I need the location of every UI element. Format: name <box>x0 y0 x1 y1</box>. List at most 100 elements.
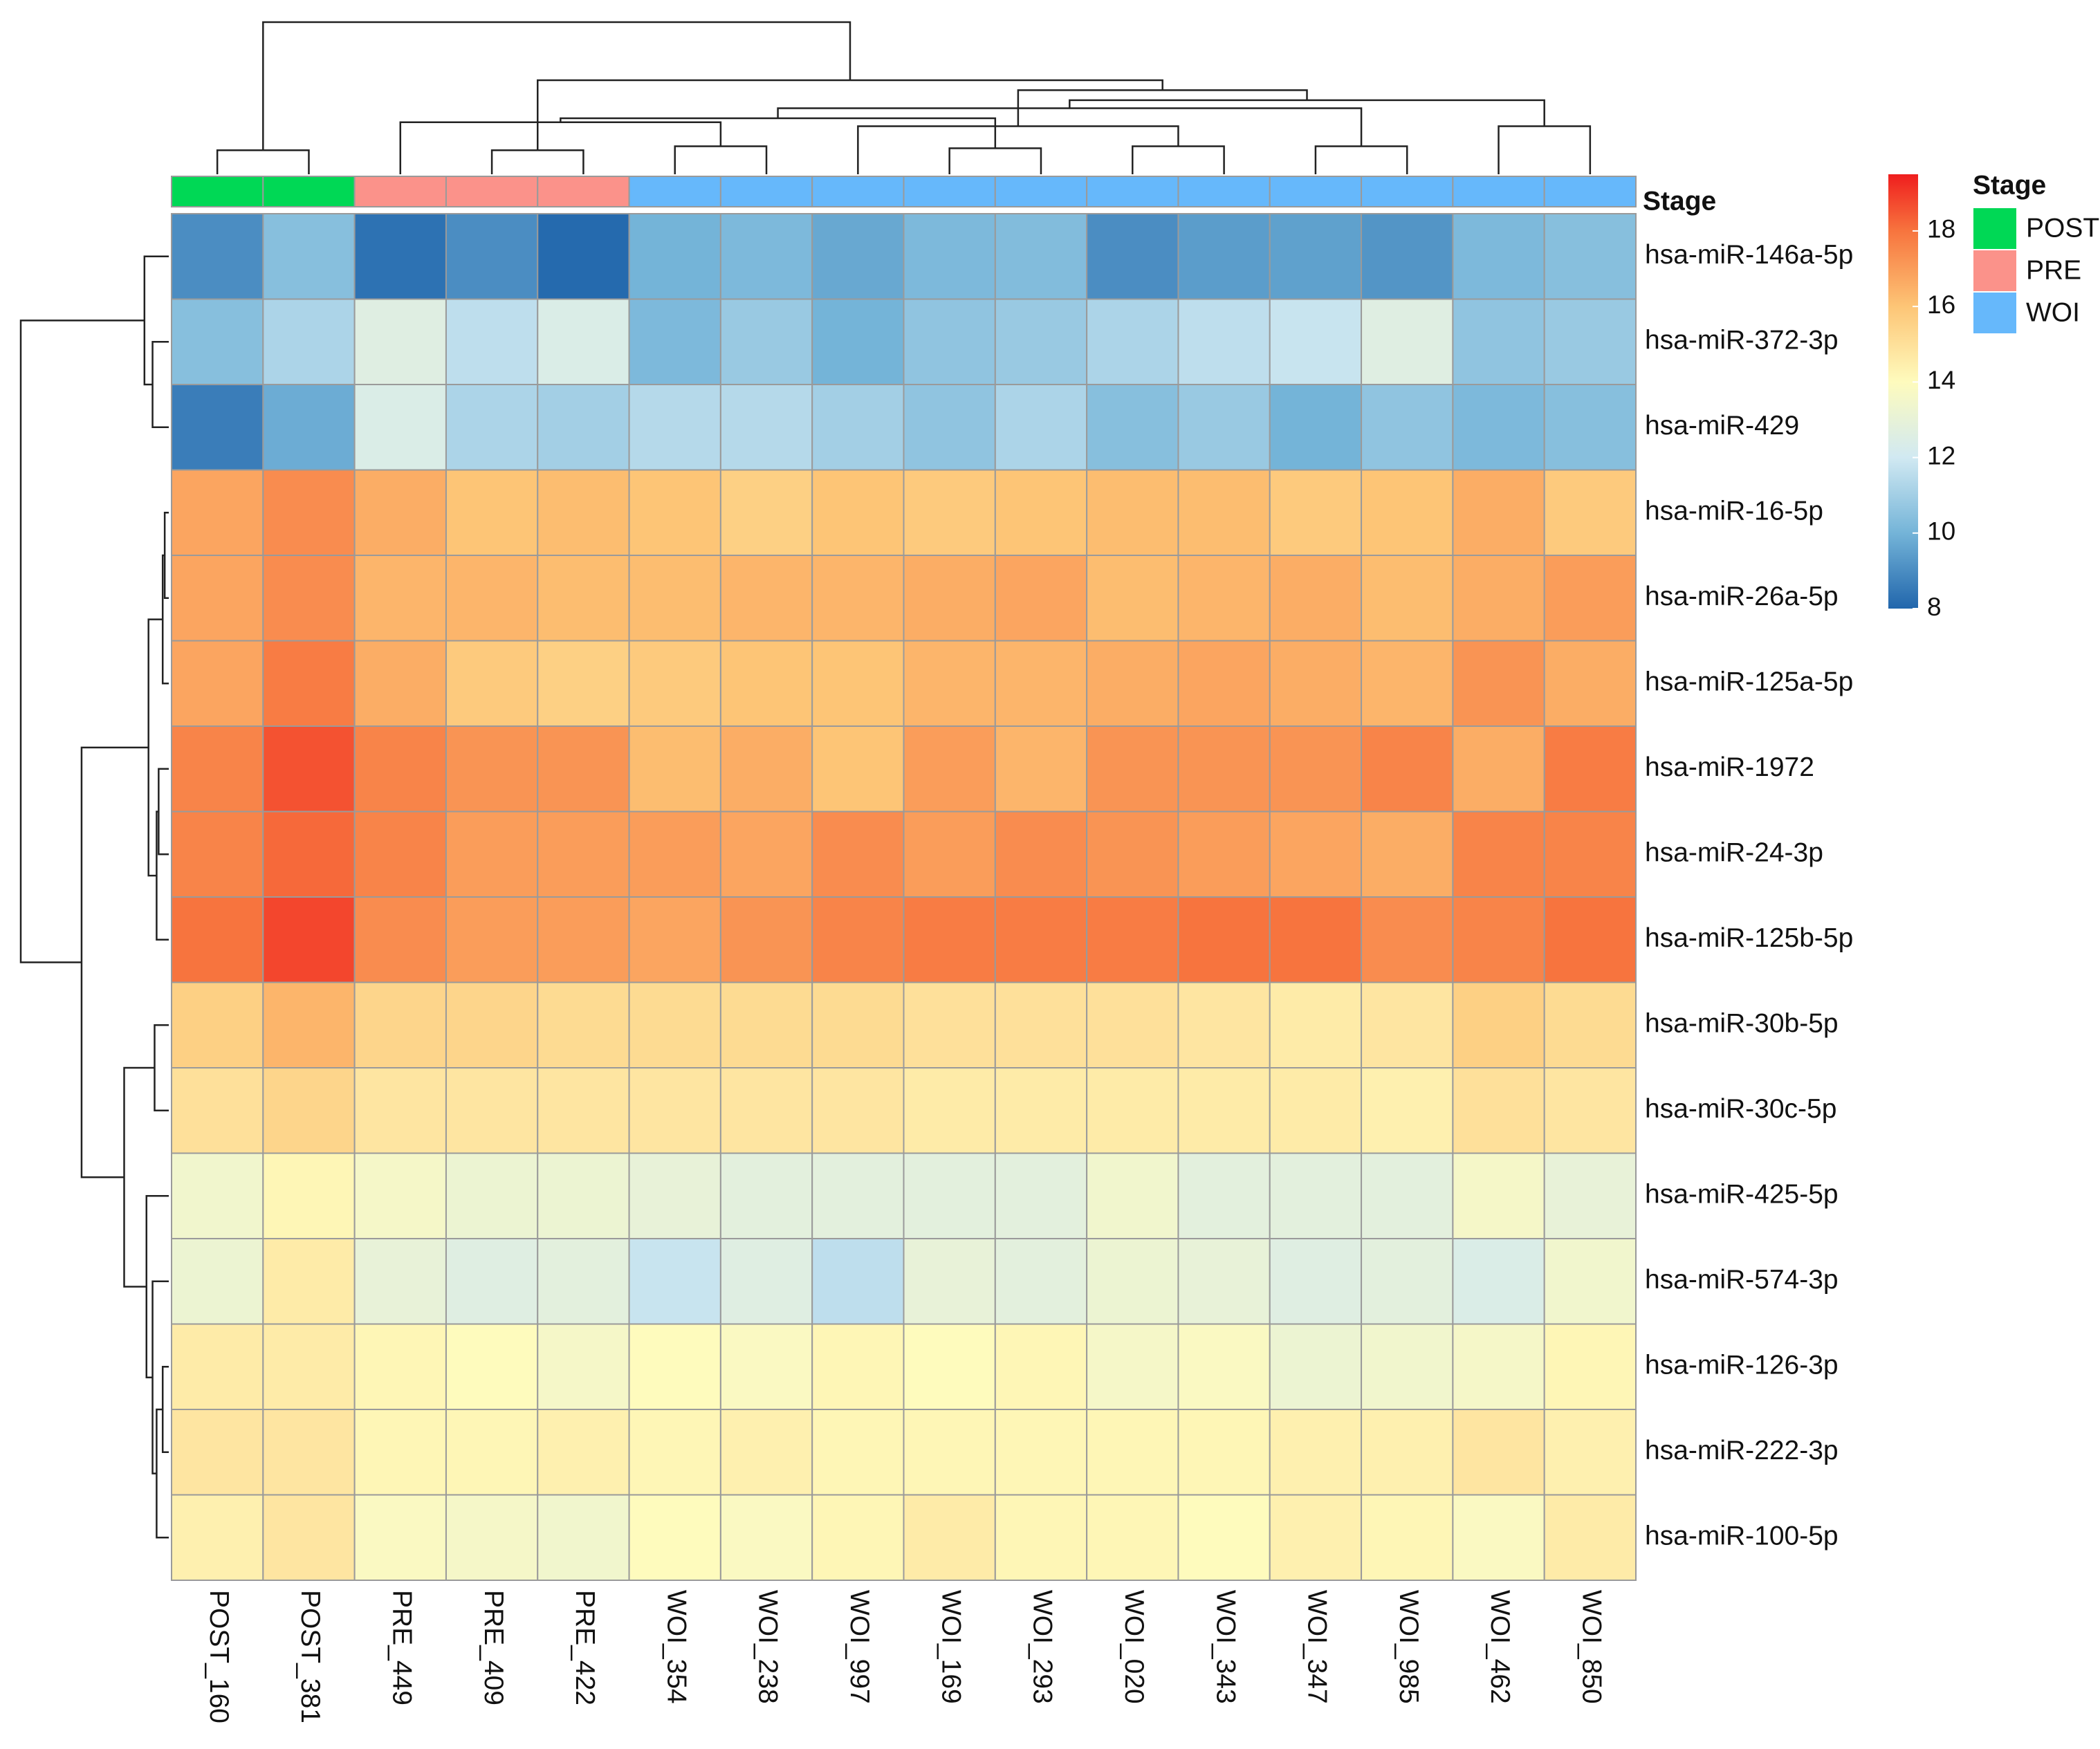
heatmap-cell <box>445 213 539 300</box>
heatmap-cell <box>1086 469 1179 556</box>
heatmap-cell <box>903 1494 996 1581</box>
heatmap-cell <box>811 1152 905 1239</box>
row-dendrogram-branch <box>154 1024 169 1111</box>
heatmap-cell <box>353 469 447 556</box>
heatmap-cell <box>1269 1238 1363 1325</box>
heatmap-cell <box>719 1409 813 1496</box>
heatmap-cell <box>903 555 996 642</box>
heatmap-cell <box>994 1323 1088 1410</box>
heatmap-cell <box>811 298 905 385</box>
color-scale-tick-label: 10 <box>1927 517 1955 546</box>
row-dendrogram-branch <box>161 1366 169 1453</box>
row-dendrogram-branch <box>156 1408 169 1539</box>
row-dendrogram-branch <box>80 746 149 1178</box>
heatmap-cell <box>1543 811 1637 898</box>
heatmap-cell <box>1086 384 1179 471</box>
heatmap-cell <box>1177 725 1271 813</box>
heatmap-cell <box>1361 469 1454 556</box>
heatmap-cell <box>628 469 721 556</box>
heatmap-cell <box>171 1494 264 1581</box>
heatmap-cell <box>1269 1409 1363 1496</box>
heatmap-cell <box>1269 811 1363 898</box>
heatmap-cell <box>262 1067 356 1154</box>
heatmap-cell <box>262 640 356 727</box>
heatmap-cell <box>1361 384 1454 471</box>
heatmap-cell <box>1177 1152 1271 1239</box>
color-scale-tick-label: 14 <box>1927 366 1955 394</box>
heatmap-cell <box>1452 1152 1545 1239</box>
stage-annotation-cell <box>628 176 721 207</box>
heatmap-cell <box>262 1409 356 1496</box>
heatmap-cell <box>719 981 813 1068</box>
row-label: hsa-miR-30c-5p <box>1645 1094 1836 1124</box>
heatmap-cell <box>537 298 630 385</box>
heatmap-cell <box>171 811 264 898</box>
heatmap-cell <box>353 213 447 300</box>
heatmap-cell <box>1543 1067 1637 1154</box>
heatmap-cell <box>994 811 1088 898</box>
heatmap-cell <box>1452 640 1545 727</box>
heatmap-cell <box>1452 1238 1545 1325</box>
stage-annotation-title: Stage <box>1643 186 1716 216</box>
heatmap-cell <box>1177 298 1271 385</box>
heatmap-cell <box>171 1238 264 1325</box>
stage-annotation-cell <box>903 176 996 207</box>
heatmap-cell <box>811 811 905 898</box>
heatmap-cells <box>171 213 1637 1581</box>
heatmap-cell <box>353 1494 447 1581</box>
heatmap-cell <box>1177 1238 1271 1325</box>
heatmap-cell <box>1452 469 1545 556</box>
heatmap-cell <box>1543 555 1637 642</box>
heatmap-cell <box>811 1409 905 1496</box>
heatmap-cell <box>994 1238 1088 1325</box>
heatmap-cell <box>1177 469 1271 556</box>
column-label: WOI_997 <box>845 1590 874 1704</box>
stage-legend-label: POST <box>2026 213 2099 243</box>
column-dendrogram-branch <box>674 145 768 174</box>
heatmap-cell <box>903 298 996 385</box>
column-dendrogram-branch <box>777 107 1363 147</box>
heatmap-cell <box>1452 384 1545 471</box>
heatmap-cell <box>994 298 1088 385</box>
heatmap-cell <box>994 640 1088 727</box>
column-label: WOI_020 <box>1119 1590 1149 1704</box>
column-dendrogram-branch <box>399 121 722 174</box>
stage-annotation-cell <box>1361 176 1454 207</box>
stage-annotation-bar <box>171 176 1637 207</box>
row-label: hsa-miR-372-3p <box>1645 326 1839 355</box>
heatmap-cell <box>628 1152 721 1239</box>
heatmap-cell <box>903 896 996 983</box>
heatmap-cell <box>719 725 813 813</box>
stage-annotation-cell <box>537 176 630 207</box>
heatmap-cell <box>171 298 264 385</box>
heatmap-cell <box>628 640 721 727</box>
heatmap-cell <box>903 1152 996 1239</box>
heatmap-cell <box>1086 811 1179 898</box>
heatmap-cell <box>445 1323 539 1410</box>
heatmap-cell <box>353 1409 447 1496</box>
heatmap-cell <box>1086 896 1179 983</box>
heatmap-cell <box>1177 640 1271 727</box>
heatmap-cell <box>353 1238 447 1325</box>
row-label: hsa-miR-100-5p <box>1645 1521 1839 1551</box>
heatmap-cell <box>903 384 996 471</box>
heatmap-cell <box>1452 1067 1545 1154</box>
heatmap-cell <box>628 1409 721 1496</box>
heatmap-cell <box>811 1323 905 1410</box>
heatmap-cell <box>903 1238 996 1325</box>
heatmap-cell <box>628 1323 721 1410</box>
row-dendrogram <box>19 255 169 1539</box>
column-label: WOI_343 <box>1210 1590 1240 1704</box>
stage-annotation-cell <box>1543 176 1637 207</box>
heatmap-cell <box>1452 981 1545 1068</box>
heatmap-cell <box>1361 811 1454 898</box>
heatmap-cell <box>1086 555 1179 642</box>
row-label: hsa-miR-26a-5p <box>1645 582 1839 611</box>
heatmap-cell <box>903 1409 996 1496</box>
heatmap-cell <box>903 469 996 556</box>
heatmap-cell <box>171 725 264 813</box>
column-dendrogram-branch <box>1314 145 1408 174</box>
heatmap-cell <box>1269 213 1363 300</box>
column-dendrogram-branch <box>1498 125 1592 174</box>
row-dendrogram-branch <box>151 341 169 428</box>
